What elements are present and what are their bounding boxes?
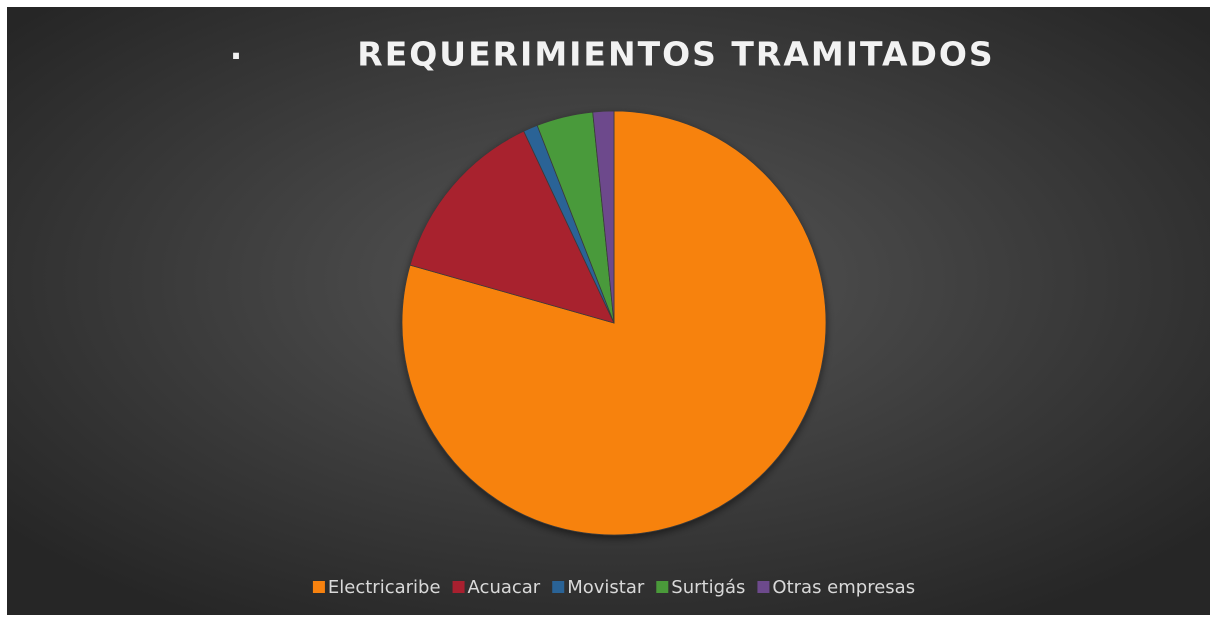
pie-slice bbox=[592, 110, 615, 324]
legend-swatch bbox=[312, 581, 325, 593]
legend-swatch bbox=[656, 581, 669, 593]
legend-label: Otras empresas bbox=[772, 577, 915, 598]
legend-label: Acuacar bbox=[468, 577, 541, 598]
legend-swatch bbox=[552, 581, 565, 593]
legend-swatch bbox=[757, 581, 770, 593]
legend-label: Electricaribe bbox=[328, 577, 441, 598]
legend-label: Surtigás bbox=[671, 577, 745, 598]
legend-swatch bbox=[452, 581, 465, 593]
legend-label: Movistar bbox=[567, 577, 645, 598]
legend: Electricaribe Acuacar Movistar Surtigás Otra… bbox=[312, 577, 915, 598]
pie-slice bbox=[401, 110, 827, 536]
pie-slice bbox=[409, 130, 615, 324]
chart-title: REQUERIMIENTOS TRAMITADOS bbox=[357, 35, 994, 74]
title-bullet: · bbox=[230, 37, 245, 76]
pie bbox=[401, 110, 827, 536]
